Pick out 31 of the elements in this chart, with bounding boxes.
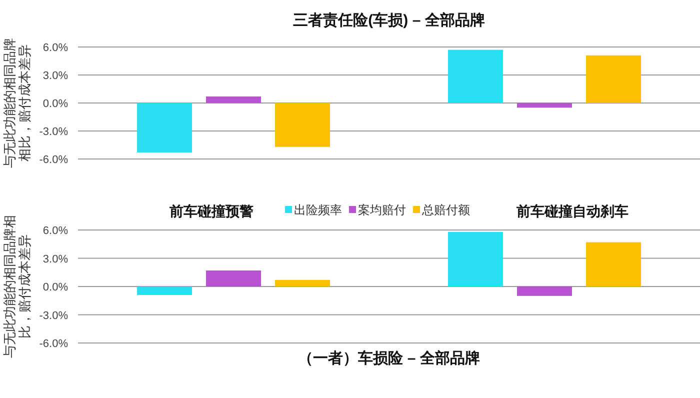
y-tick-label: 0.0% (42, 282, 68, 294)
bar (586, 242, 641, 286)
text: （一者）车损险 – 全部品牌 (298, 349, 480, 367)
y-axis-title: 与无此功能的相同品牌相比，赔付成本差异 (2, 38, 32, 168)
y-tick-label: -6.0% (39, 154, 68, 166)
y-tick-label: -6.0% (39, 338, 68, 350)
bar (448, 232, 503, 286)
y-tick-label: 3.0% (42, 70, 68, 82)
y-tick-label: -3.0% (39, 126, 68, 138)
bar (137, 286, 192, 295)
chart-title: 三者责任险(车损) – 全部品牌 (293, 11, 485, 29)
bar (275, 280, 330, 286)
bar (448, 50, 503, 103)
y-tick-label: 6.0% (42, 225, 68, 237)
y-tick-label: 3.0% (42, 253, 68, 266)
bar (586, 55, 641, 103)
x-tick-label: 前车碰撞自动刹车 (516, 203, 628, 219)
bar (517, 103, 572, 108)
bar (206, 270, 261, 286)
legend-label: 出险频率 (294, 203, 342, 217)
bar (517, 286, 572, 296)
bar (137, 103, 192, 152)
y-tick-label: -3.0% (39, 310, 68, 322)
bar (206, 96, 261, 103)
bar (275, 103, 330, 147)
legend-label: 案均赔付 (358, 203, 406, 217)
x-tick-label: 前车碰撞预警 (168, 203, 254, 219)
y-tick-label: 0.0% (42, 98, 68, 110)
y-tick-label: 6.0% (42, 42, 68, 54)
y-axis-title: 与无此功能的相同品牌相比，赔付成本差异 (2, 215, 32, 358)
legend-label: 总赔付额 (421, 203, 470, 217)
